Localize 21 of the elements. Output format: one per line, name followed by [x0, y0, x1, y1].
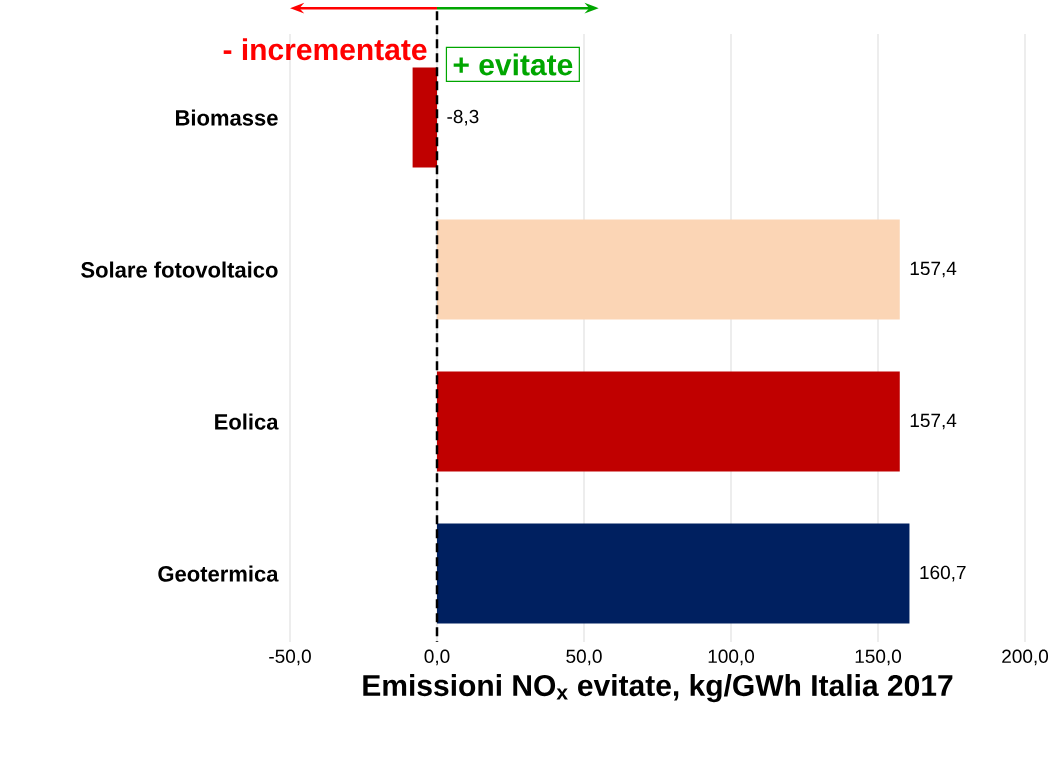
data-label: 157,4	[910, 261, 957, 278]
x-tick-label: 50,0	[566, 649, 602, 666]
y-tick-label: Solare fotovoltaico	[81, 261, 278, 278]
x-tick-label: 200,0	[1002, 649, 1049, 666]
bar	[437, 219, 900, 320]
bar	[437, 523, 910, 624]
bar	[412, 67, 438, 168]
x-tick-label: 150,0	[855, 649, 902, 666]
y-tick-label: Eolica	[215, 413, 279, 430]
annotation: - incrementate	[223, 38, 427, 61]
annotation: + evitate	[453, 53, 573, 76]
bar	[437, 371, 900, 472]
data-label: 157,4	[910, 413, 957, 430]
x-tick-label: 100,0	[708, 649, 755, 666]
data-label: 160,7	[920, 565, 966, 582]
x-axis-title: Emissioni NO$_{x}$ evitate, kg/GWh Italia 2017	[363, 674, 953, 703]
x-tick-label: 0,0	[424, 649, 450, 666]
y-tick-label: Biomasse	[176, 109, 278, 126]
y-tick-label: Geotermica	[158, 565, 279, 582]
x-tick-label: -50,0	[269, 649, 311, 666]
data-label: -8,3	[447, 109, 479, 126]
